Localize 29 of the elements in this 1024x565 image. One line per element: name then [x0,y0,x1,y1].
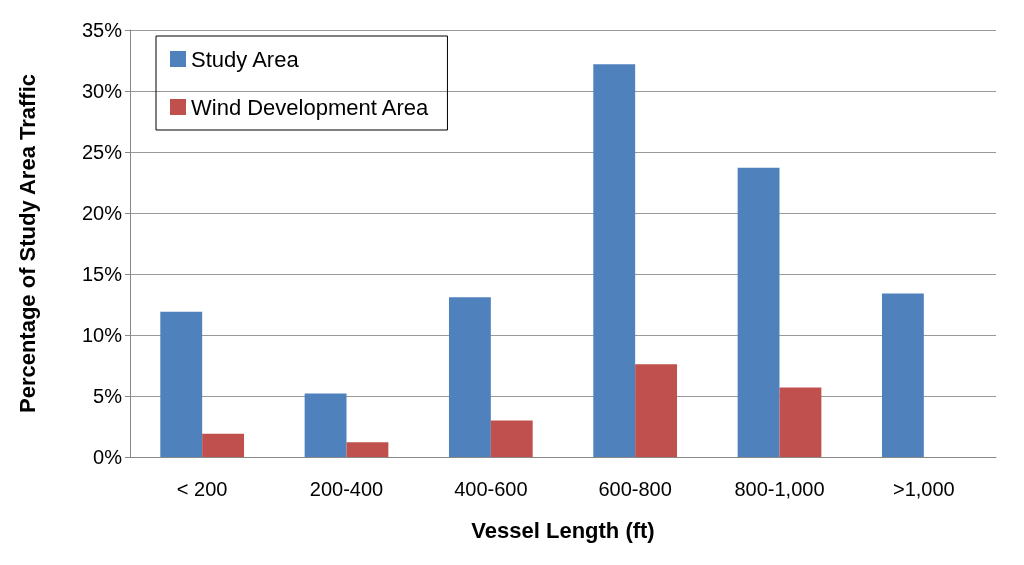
bar [737,167,780,457]
bar [202,433,245,457]
bar [346,442,389,457]
x-tick-label: 800-1,000 [734,478,825,500]
bar [160,311,203,457]
y-tick-label: 35% [81,19,123,41]
bar [490,420,533,457]
x-tick-label: 400-600 [454,478,528,500]
bar [779,387,822,457]
y-tick-label: 20% [81,202,123,224]
bar [304,393,347,457]
x-tick-label: < 200 [176,478,228,500]
bar [448,297,491,457]
y-tick-label: 10% [81,324,123,346]
y-tick-label: 5% [93,385,123,407]
bar [635,364,678,457]
x-tick-label: 200-400 [309,478,384,500]
y-tick-label: 30% [81,80,123,102]
x-axis-title: Vessel Length (ft) [471,517,655,543]
y-tick-label: 25% [81,141,123,163]
x-tick-label: >1,000 [892,478,955,500]
y-axis-title: Percentage of Study Area Traffic [14,73,40,414]
legend-label: Wind Development Area [191,94,429,120]
y-tick-label: 0% [93,446,123,468]
bar [593,64,636,457]
legend-label: Study Area [191,46,300,72]
y-tick-label: 15% [81,263,123,285]
x-tick-label: 600-800 [598,478,672,500]
bar [881,293,924,457]
